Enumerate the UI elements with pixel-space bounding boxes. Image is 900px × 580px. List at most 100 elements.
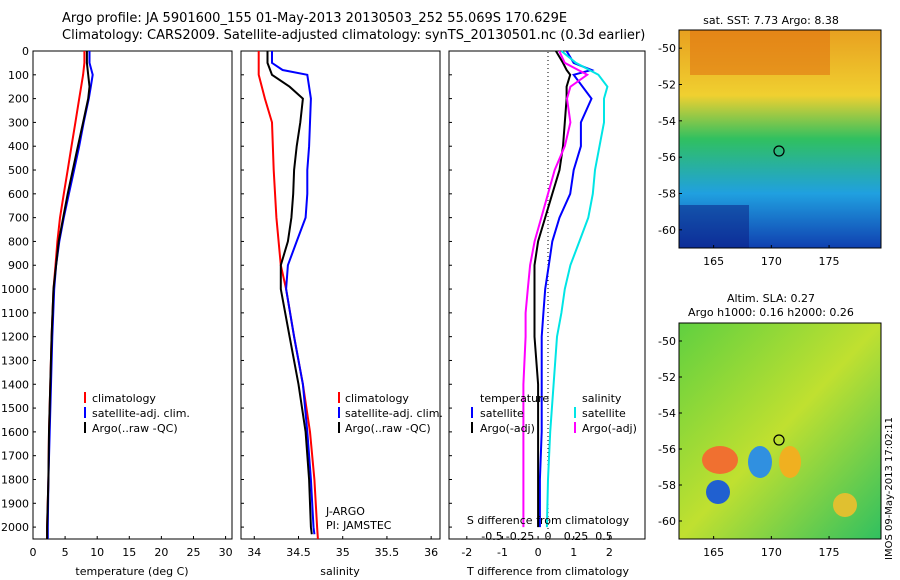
x-tick-label: 15 [122,546,136,559]
sla-argo-location-marker [773,434,785,446]
x-tick-label: 10 [90,546,104,559]
temperature-tick-labels: 0 5 10 15 20 25 30 [30,536,233,559]
depth-tick-label: 1000 [1,283,29,296]
map-y-tick-label: -56 [658,151,676,164]
legend-label-argo: Argo(-adj) [480,422,535,435]
sla-map-panel: Altim. SLA: 0.27 Argo h1000: 0.16 h2000:… [658,292,882,559]
s-tick-label: 0.5 [595,530,613,543]
sst-map-panel: sat. SST: 7.73 Argo: 8.38 165 170 175 -50 -5… [658,14,882,268]
x-tick-label: -2 [461,546,472,559]
map-y-tick-label: -56 [658,443,676,456]
sla-map-title-line2: Argo h1000: 0.16 h2000: 0.26 [688,306,854,319]
x-tick-label: 0 [535,546,542,559]
x-tick-label: 2 [606,546,613,559]
map-x-tick-label: 165 [703,546,724,559]
depth-tick-label: 1400 [1,378,29,391]
program-annotation: J-ARGO [325,505,365,518]
legend-label-satellite: satellite-adj. clim. [92,407,190,420]
map-x-tick-label: 170 [761,546,782,559]
sla-axes-frame [678,322,882,540]
depth-tick-label: 100 [8,69,29,82]
figure-title-line2: Climatology: CARS2009. Satellite-adjuste… [62,28,646,43]
x-tick-label: 35.5 [375,546,400,559]
sst-warm-patch [690,30,830,75]
legend-label-argo: Argo(..raw -QC) [92,422,178,435]
salinity-series [257,51,319,540]
sst-map-ticks: 165 170 175 -50 -52 -54 -56 -58 -60 [658,42,840,268]
series-line [545,50,609,528]
x-tick-label: 30 [219,546,233,559]
sla-anomaly-high-3 [833,493,857,517]
difference-series [522,50,609,528]
depth-tick-label: 700 [8,212,29,225]
sla-anomaly-low-2 [706,480,730,504]
sla-anomaly-high [702,446,738,474]
legend-label-satellite: satellite-adj. clim. [345,407,443,420]
depth-tick-label: 1300 [1,354,29,367]
series-line [46,51,94,539]
map-x-tick-label: 170 [761,255,782,268]
figure-title-line1: Argo profile: JA 5901600_155 01-May-2013… [62,11,568,26]
legend-label-satellite: satellite [480,407,524,420]
series-line [46,51,91,539]
x-tick-label: 1 [570,546,577,559]
series-line [538,50,595,528]
salinity-axes-frame [240,50,441,540]
pi-annotation: PI: JAMSTEC [326,519,392,532]
depth-tick-label: 200 [8,93,29,106]
legend-title-salinity: salinity [582,392,622,405]
series-line [266,51,313,535]
temperature-diff-legend: temperature satellite Argo(-adj) [471,392,549,435]
s-difference-tick-labels: -0.5 -0.25 0 0.25 0.5 [481,530,612,543]
map-y-tick-label: -52 [658,371,676,384]
series-line [271,51,316,535]
x-tick-label: 36 [424,546,438,559]
temperature-axes-frame [32,50,233,540]
depth-tick-label: 1500 [1,402,29,415]
temperature-xlabel: temperature (deg C) [75,565,188,578]
depth-tick-label: 900 [8,259,29,272]
depth-tick-label: 2000 [1,521,29,534]
depth-tick-label: 400 [8,140,29,153]
map-x-tick-label: 175 [819,255,840,268]
x-tick-label: 0 [30,546,37,559]
footer-credit: IMOS 09-May-2013 17:02:11 [884,417,895,560]
sst-map-title: sat. SST: 7.73 Argo: 8.38 [703,14,839,27]
legend-label-climatology: climatology [92,392,156,405]
map-y-tick-label: -60 [658,224,676,237]
map-y-tick-label: -58 [658,188,676,201]
sla-anomaly-low-1 [748,446,772,478]
depth-tick-label: 1200 [1,331,29,344]
s-tick-label: 0.25 [564,530,589,543]
depth-tick-label: 1100 [1,307,29,320]
depth-tick-label: 0 [22,45,29,58]
legend-title-temperature: temperature [480,392,549,405]
depth-tick-label: 1800 [1,473,29,486]
sla-map-ticks: 165 170 175 -50 -52 -54 -56 -58 -60 [658,335,840,559]
map-y-tick-label: -52 [658,79,676,92]
x-tick-label: 20 [154,546,168,559]
sla-anomaly-high-2 [779,446,801,478]
depth-tick-label: 1600 [1,426,29,439]
s-tick-label: -0.5 [481,530,502,543]
series-line [522,50,590,528]
salinity-xlabel: salinity [320,565,360,578]
sst-axes-frame [678,29,882,249]
map-y-tick-label: -60 [658,515,676,528]
salinity-panel: 34 34.5 35 35.5 36 salinity climatology sate… [240,50,443,578]
depth-tick-label: 300 [8,116,29,129]
map-x-tick-label: 175 [819,546,840,559]
temperature-series [46,51,94,539]
legend-label-climatology: climatology [345,392,409,405]
s-difference-label: S difference from climatology [467,514,630,527]
difference-xlabel: T difference from climatology [466,565,629,578]
map-x-tick-label: 165 [703,255,724,268]
salinity-diff-legend: salinity satellite Argo(-adj) [574,392,637,435]
difference-axes-frame [448,50,646,540]
sst-argo-location-marker [773,145,785,157]
depth-tick-label: 1900 [1,497,29,510]
series-line [533,50,572,528]
temperature-panel: 0100200300400500600700800900100011001200… [1,45,233,578]
legend-label-argo-salinity: Argo(-adj) [582,422,637,435]
